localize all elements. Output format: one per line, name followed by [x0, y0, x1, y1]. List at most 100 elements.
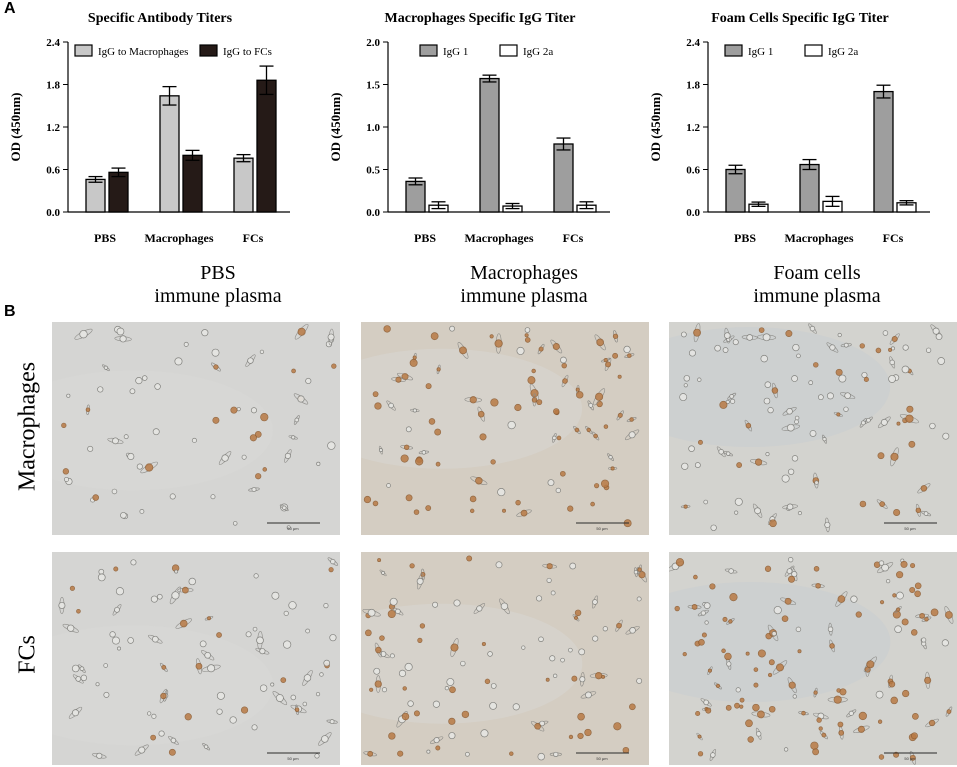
cell: [405, 426, 412, 433]
cell-body: [490, 398, 499, 407]
cell: [680, 504, 691, 509]
cell: [404, 662, 413, 671]
cell-body: [113, 566, 119, 572]
cell: [372, 500, 379, 507]
cell-body: [97, 573, 106, 582]
cell-body: [204, 651, 211, 659]
cell: [426, 749, 431, 754]
cell-body: [169, 493, 176, 500]
cell-body: [150, 734, 156, 741]
cell-body: [752, 703, 760, 712]
cell: [460, 660, 466, 667]
cell-body: [435, 461, 441, 467]
cell: [710, 524, 717, 531]
cell-body: [151, 713, 157, 719]
cell-body: [788, 575, 796, 583]
cell-body: [245, 631, 252, 638]
cell: [527, 376, 536, 385]
cell: [787, 677, 797, 694]
cell-body: [576, 391, 584, 399]
cell-body: [814, 480, 819, 485]
cell: [391, 376, 406, 383]
cell-body: [500, 602, 509, 610]
cell-body: [378, 448, 383, 453]
legend-label-igg-to-macrophages: IgG to Macrophages: [98, 46, 188, 58]
cell: [729, 592, 738, 602]
cell-body: [910, 629, 918, 636]
cell: [788, 557, 794, 563]
cell: [623, 345, 631, 354]
cell: [937, 357, 946, 365]
cell: [624, 353, 635, 358]
cell-body: [866, 417, 871, 423]
cell-body: [593, 433, 598, 439]
cell-body: [902, 689, 910, 698]
cell-body: [240, 706, 249, 714]
cell-body: [112, 437, 119, 445]
cell-body: [785, 330, 793, 338]
cell-body: [574, 427, 580, 433]
cell-body: [291, 435, 296, 440]
cell: [577, 732, 584, 740]
cell: [757, 333, 777, 342]
cell-body: [745, 719, 753, 728]
cell-body: [909, 754, 916, 761]
cell-body: [388, 732, 396, 740]
cell: [135, 377, 143, 385]
cell-body: [262, 467, 268, 472]
cell: [531, 368, 536, 374]
cell: [624, 429, 640, 441]
cell-body: [251, 724, 258, 731]
cell-body: [797, 511, 802, 516]
cell: [241, 454, 247, 460]
y-tick-label: 0.0: [686, 207, 700, 219]
cell-body: [771, 631, 777, 637]
cell-body: [715, 683, 721, 689]
cell-body: [900, 560, 908, 568]
cell-body: [115, 587, 125, 596]
cell-body: [97, 386, 104, 393]
cell: [791, 375, 798, 382]
cell: [502, 508, 506, 513]
cell: [571, 675, 578, 682]
cell-body: [80, 674, 88, 682]
cell-body: [466, 555, 473, 562]
cell-body: [781, 474, 790, 483]
cell: [910, 563, 916, 569]
cell-body: [460, 660, 466, 667]
cell: [542, 563, 558, 570]
cell: [229, 716, 237, 724]
cell: [175, 618, 192, 629]
cell-body: [861, 371, 868, 379]
cell: [785, 330, 793, 338]
cell: [681, 462, 689, 470]
cell-body: [810, 741, 819, 750]
cell-body: [890, 696, 898, 705]
cell-body: [404, 662, 413, 671]
cell: [302, 669, 313, 686]
cell-body: [216, 691, 225, 700]
cell: [607, 466, 618, 471]
cell: [363, 495, 372, 504]
cell: [813, 687, 818, 698]
cell-body: [590, 501, 595, 507]
cell-body: [928, 719, 936, 727]
cell-body: [259, 684, 268, 692]
cell-body: [627, 353, 632, 358]
cell-body: [786, 408, 793, 415]
cell-body: [786, 503, 794, 511]
cell-body: [516, 346, 525, 355]
cell-body: [776, 663, 784, 672]
cell: [747, 736, 754, 743]
cell-body: [216, 708, 223, 715]
cell: [97, 386, 104, 393]
cell: [917, 483, 931, 494]
cell: [418, 450, 430, 455]
cell: [784, 565, 795, 577]
cell-body: [569, 562, 577, 570]
y-tick-label: 2.4: [686, 37, 700, 49]
legend-swatch-igg-2a: [804, 44, 823, 57]
cell: [593, 388, 606, 406]
cell: [398, 669, 407, 677]
cell: [730, 398, 736, 404]
